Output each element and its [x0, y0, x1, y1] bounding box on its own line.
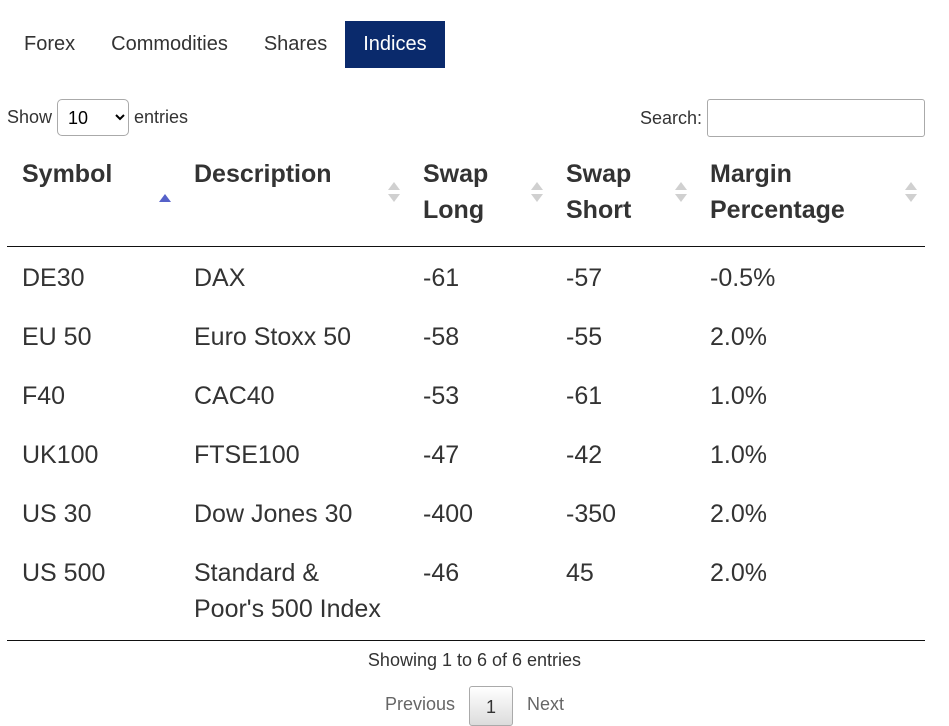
previous-page-button[interactable]: Previous — [384, 694, 455, 714]
cell-symbol: US 30 — [22, 500, 92, 528]
table-row: DE30 DAX -61 -57 -0.5% — [7, 247, 925, 307]
length-prefix: Show — [7, 107, 53, 127]
cell-swap-long: -400 — [423, 500, 474, 528]
cell-symbol: F40 — [22, 382, 66, 410]
tab-shares[interactable]: Shares — [263, 33, 328, 55]
cell-description: Standard & Poor's 500 Index — [179, 542, 408, 641]
sort-unsorted-icon — [675, 182, 687, 202]
cell-swap-long: -46 — [408, 542, 551, 641]
table-row: EU 50 Euro Stoxx 50 -58 -55 2.0% — [7, 306, 925, 365]
cell-description: FTSE100 — [194, 441, 300, 469]
cell-description: Dow Jones 30 — [194, 500, 353, 528]
column-header-description[interactable]: Description — [179, 146, 408, 247]
column-header-swap-long[interactable]: Swap Long — [408, 146, 551, 247]
entries-per-page-select[interactable]: 10 — [57, 99, 130, 136]
pagination: Previous 1 Next — [0, 686, 949, 726]
cell-symbol: UK100 — [22, 441, 99, 469]
cell-swap-short: -57 — [566, 264, 603, 292]
table-row: US 500 Standard & Poor's 500 Index -46 4… — [7, 542, 925, 641]
column-header-label: Swap Long — [423, 160, 489, 224]
cell-description: Euro Stoxx 50 — [194, 323, 352, 351]
cell-symbol: US 500 — [7, 542, 179, 641]
table-row: UK100 FTSE100 -47 -42 1.0% — [7, 424, 925, 483]
cell-margin-percentage: 2.0% — [710, 323, 767, 351]
tab-forex[interactable]: Forex — [24, 33, 76, 55]
cell-margin-percentage: 1.0% — [710, 441, 767, 469]
entries-length-control: Show 10 entries — [7, 99, 188, 136]
cell-swap-short: -61 — [566, 382, 603, 410]
search-filter: Search: — [640, 99, 925, 137]
search-input[interactable] — [707, 99, 925, 137]
sort-ascending-icon — [159, 194, 171, 202]
cell-margin-percentage: 2.0% — [695, 542, 925, 641]
sort-unsorted-icon — [388, 182, 400, 202]
sort-unsorted-icon — [531, 182, 543, 202]
column-header-label: Swap Short — [566, 160, 632, 224]
cell-description: CAC40 — [194, 382, 275, 410]
column-header-symbol[interactable]: Symbol — [7, 146, 179, 247]
page-button-current[interactable]: 1 — [469, 686, 513, 726]
cell-symbol: EU 50 — [22, 323, 92, 351]
column-header-swap-short[interactable]: Swap Short — [551, 146, 695, 247]
table-header-row: Symbol Description Swap Long — [7, 146, 925, 247]
cell-margin-percentage: 2.0% — [710, 500, 767, 528]
cell-swap-short: -55 — [566, 323, 603, 351]
length-suffix: entries — [134, 107, 189, 127]
cell-swap-short: 45 — [551, 542, 695, 641]
cell-symbol: DE30 — [22, 264, 85, 292]
cell-swap-short: -42 — [566, 441, 603, 469]
indices-table: Symbol Description Swap Long — [7, 146, 925, 641]
cell-margin-percentage: 1.0% — [710, 382, 767, 410]
column-header-label: Symbol — [22, 160, 113, 188]
table-row: F40 CAC40 -53 -61 1.0% — [7, 365, 925, 424]
cell-swap-long: -61 — [423, 264, 460, 292]
next-page-button[interactable]: Next — [527, 694, 565, 714]
cell-swap-long: -53 — [423, 382, 460, 410]
cell-swap-short: -350 — [566, 500, 617, 528]
tab-commodities[interactable]: Commodities — [111, 33, 228, 55]
tab-indices[interactable]: Indices — [345, 21, 445, 68]
cell-swap-long: -58 — [423, 323, 460, 351]
table-info: Showing 1 to 6 of 6 entries — [367, 650, 582, 670]
search-label: Search: — [639, 107, 702, 128]
sort-unsorted-icon — [905, 182, 917, 202]
market-tabs: Forex Commodities Shares Indices — [6, 21, 445, 68]
cell-swap-long: -47 — [423, 441, 460, 469]
column-header-label: Description — [194, 160, 332, 188]
table-row: US 30 Dow Jones 30 -400 -350 2.0% — [7, 483, 925, 542]
column-header-margin-percentage[interactable]: Margin Percentage — [695, 146, 925, 247]
cell-margin-percentage: -0.5% — [710, 264, 776, 292]
column-header-label: Margin Percentage — [710, 160, 845, 224]
cell-description: DAX — [194, 264, 246, 292]
